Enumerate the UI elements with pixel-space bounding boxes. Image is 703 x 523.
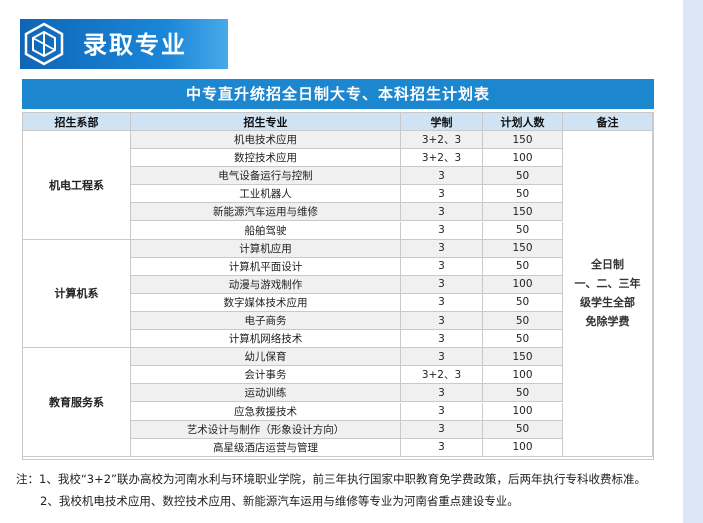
plan-count-cell: 50 xyxy=(483,185,563,204)
major-cell: 计算机平面设计 xyxy=(131,257,401,276)
enrollment-plan-table: 招生系部 招生专业 学制 计划人数 备注 机电工程系 机电技术应用 3+2、3 150 数控技术应… xyxy=(22,112,654,460)
department-cell: 计算机系 xyxy=(23,239,131,349)
plan-count-cell: 150 xyxy=(483,239,563,258)
duration-cell: 3 xyxy=(401,167,483,186)
duration-cell: 3 xyxy=(401,275,483,294)
column-header: 招生系部 xyxy=(23,113,131,131)
column-header: 备注 xyxy=(563,113,653,131)
duration-cell: 3+2、3 xyxy=(401,149,483,168)
department-cell: 教育服务系 xyxy=(23,348,131,457)
duration-cell: 3 xyxy=(401,221,483,240)
duration-cell: 3 xyxy=(401,312,483,331)
major-cell: 应急救援技术 xyxy=(131,402,401,421)
plan-count-cell: 50 xyxy=(483,384,563,403)
column-header: 计划人数 xyxy=(483,113,563,131)
note-line-2: 2、我校机电技术应用、数控技术应用、新能源汽车运用与维修等专业为河南省重点建设专… xyxy=(40,494,519,508)
column-header: 招生专业 xyxy=(131,113,401,131)
major-cell: 机电技术应用 xyxy=(131,131,401,150)
duration-cell: 3 xyxy=(401,293,483,312)
plan-count-cell: 50 xyxy=(483,293,563,312)
major-cell: 计算机应用 xyxy=(131,239,401,258)
remark-line: 免除学费 xyxy=(585,315,630,329)
column-header: 学制 xyxy=(401,113,483,131)
page-edge-strip xyxy=(683,0,703,523)
plan-count-cell: 100 xyxy=(483,366,563,385)
plan-count-cell: 100 xyxy=(483,402,563,421)
major-cell: 新能源汽车运用与维修 xyxy=(131,203,401,222)
major-cell: 艺术设计与制作（形象设计方向） xyxy=(131,420,401,439)
duration-cell: 3 xyxy=(401,384,483,403)
plan-count-cell: 50 xyxy=(483,221,563,240)
remark-line: 一、二、三年 xyxy=(574,277,641,291)
major-cell: 高星级酒店运营与管理 xyxy=(131,438,401,457)
duration-cell: 3 xyxy=(401,438,483,457)
remark-line: 全日制 xyxy=(591,258,624,272)
major-cell: 数字媒体技术应用 xyxy=(131,293,401,312)
duration-cell: 3 xyxy=(401,402,483,421)
plan-count-cell: 50 xyxy=(483,312,563,331)
duration-cell: 3+2、3 xyxy=(401,366,483,385)
plan-count-cell: 50 xyxy=(483,330,563,349)
plan-count-cell: 150 xyxy=(483,348,563,367)
duration-cell: 3 xyxy=(401,185,483,204)
plan-count-cell: 50 xyxy=(483,167,563,186)
duration-cell: 3+2、3 xyxy=(401,131,483,150)
plan-count-cell: 100 xyxy=(483,149,563,168)
major-cell: 电子商务 xyxy=(131,312,401,331)
major-cell: 电气设备运行与控制 xyxy=(131,167,401,186)
note-line-1: 注：1、我校“3+2”联办高校为河南水利与环境职业学院，前三年执行国家中职教育免… xyxy=(16,472,646,486)
plan-count-cell: 150 xyxy=(483,131,563,150)
plan-count-cell: 150 xyxy=(483,203,563,222)
major-cell: 船舶驾驶 xyxy=(131,221,401,240)
duration-cell: 3 xyxy=(401,203,483,222)
major-cell: 会计事务 xyxy=(131,366,401,385)
remark-line: 级学生全部 xyxy=(580,296,635,310)
duration-cell: 3 xyxy=(401,420,483,439)
major-cell: 幼儿保育 xyxy=(131,348,401,367)
major-cell: 工业机器人 xyxy=(131,185,401,204)
major-cell: 数控技术应用 xyxy=(131,149,401,168)
department-cell: 机电工程系 xyxy=(23,131,131,240)
duration-cell: 3 xyxy=(401,348,483,367)
cube-logo-icon xyxy=(24,22,64,66)
duration-cell: 3 xyxy=(401,239,483,258)
plan-count-cell: 100 xyxy=(483,275,563,294)
major-cell: 运动训练 xyxy=(131,384,401,403)
duration-cell: 3 xyxy=(401,330,483,349)
duration-cell: 3 xyxy=(401,257,483,276)
plan-count-cell: 100 xyxy=(483,438,563,457)
remark-cell: 全日制一、二、三年 级学生全部免除学费 xyxy=(563,131,653,457)
table-title: 中专直升统招全日制大专、本科招生计划表 xyxy=(22,79,654,109)
major-cell: 动漫与游戏制作 xyxy=(131,275,401,294)
plan-count-cell: 50 xyxy=(483,420,563,439)
major-cell: 计算机网络技术 xyxy=(131,330,401,349)
page-title: 录取专业 xyxy=(83,31,187,59)
plan-count-cell: 50 xyxy=(483,257,563,276)
